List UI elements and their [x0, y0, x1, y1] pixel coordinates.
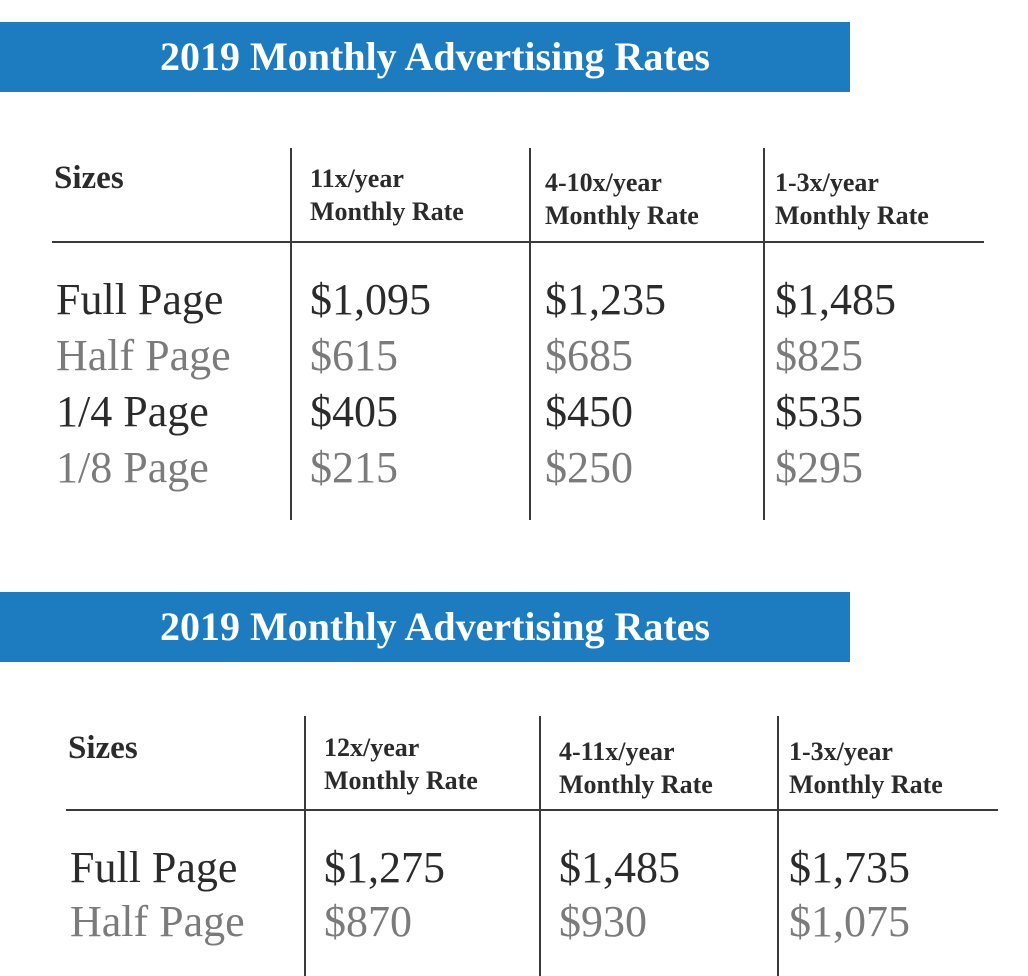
- row-label: Full Page: [70, 843, 238, 892]
- column-header-rate: Monthly Rate: [789, 770, 943, 799]
- row-label: 1/4 Page: [56, 387, 209, 436]
- column-header-rate: Monthly Rate: [310, 197, 464, 226]
- column-header-rate: Monthly Rate: [559, 770, 713, 799]
- column-header-frequency: 1-3x/year: [775, 168, 879, 197]
- rate-cell: $870: [324, 897, 412, 946]
- column-header-frequency: 11x/year: [310, 164, 404, 193]
- column-header-frequency: 4-11x/year: [559, 737, 675, 766]
- rate-cell: $1,485: [775, 275, 896, 324]
- rate-cell: $535: [775, 387, 863, 436]
- column-header-frequency: 12x/year: [324, 733, 420, 762]
- header-divider: [52, 241, 984, 243]
- column-divider: [304, 716, 306, 976]
- column-header-frequency: 1-3x/year: [789, 737, 893, 766]
- rate-cell: $825: [775, 331, 863, 380]
- column-header-3: 1-3x/year Monthly Rate: [775, 166, 929, 232]
- column-header-2: 4-11x/year Monthly Rate: [559, 735, 713, 801]
- rate-cell: $1,075: [789, 897, 910, 946]
- rate-cell: $250: [545, 443, 633, 492]
- column-header-rate: Monthly Rate: [775, 201, 929, 230]
- column-divider: [777, 716, 779, 976]
- rate-cell: $685: [545, 331, 633, 380]
- column-header-rate: Monthly Rate: [545, 201, 699, 230]
- column-header-3: 1-3x/year Monthly Rate: [789, 735, 943, 801]
- column-divider: [763, 148, 765, 520]
- column-divider: [539, 716, 541, 976]
- row-label: 1/8 Page: [56, 443, 209, 492]
- rate-cell: $1,095: [310, 275, 431, 324]
- row-label: Half Page: [70, 897, 245, 946]
- rate-cell: $615: [310, 331, 398, 380]
- table-title: 2019 Monthly Advertising Rates: [0, 22, 850, 92]
- rate-cell: $1,235: [545, 275, 666, 324]
- rate-cell: $295: [775, 443, 863, 492]
- column-header-rate: Monthly Rate: [324, 766, 478, 795]
- column-header-1: 12x/year Monthly Rate: [324, 731, 478, 797]
- row-label: Full Page: [56, 275, 224, 324]
- rate-cell: $930: [559, 897, 647, 946]
- rate-cell: $215: [310, 443, 398, 492]
- column-header-2: 4-10x/year Monthly Rate: [545, 166, 699, 232]
- column-divider: [529, 148, 531, 520]
- column-header-frequency: 4-10x/year: [545, 168, 662, 197]
- table-title: 2019 Monthly Advertising Rates: [0, 592, 850, 662]
- header-divider: [66, 809, 998, 811]
- sizes-header: Sizes: [54, 160, 124, 196]
- rate-cell: $450: [545, 387, 633, 436]
- rate-cell: $1,275: [324, 843, 445, 892]
- rate-cell: $1,735: [789, 843, 910, 892]
- rate-cell: $405: [310, 387, 398, 436]
- sizes-header: Sizes: [68, 730, 138, 766]
- rate-cell: $1,485: [559, 843, 680, 892]
- column-header-1: 11x/year Monthly Rate: [310, 162, 464, 228]
- column-divider: [290, 148, 292, 520]
- row-label: Half Page: [56, 331, 231, 380]
